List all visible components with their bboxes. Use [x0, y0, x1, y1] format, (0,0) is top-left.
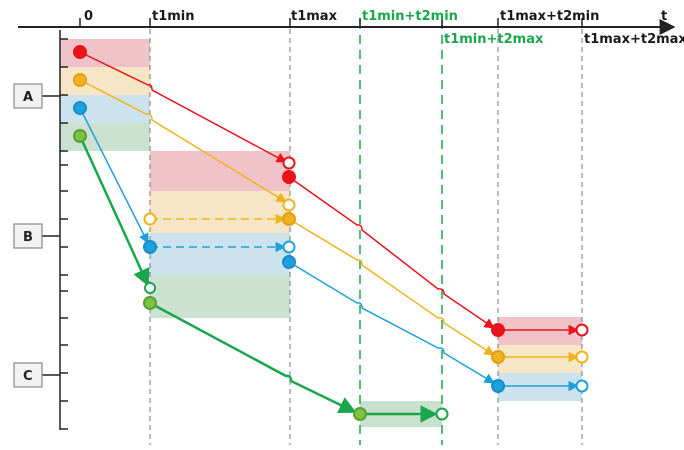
stage-axis: A B C — [13, 30, 68, 430]
shade-bands — [60, 39, 582, 427]
stage-box-c — [13, 362, 43, 388]
band-b-yellow — [150, 191, 290, 233]
green-start-c — [353, 407, 367, 421]
label-t1max-t2max: t1max+t2max — [584, 32, 684, 47]
red-end-b — [282, 156, 296, 170]
yellow-wait-b — [143, 212, 157, 226]
yellow-end-c — [575, 350, 589, 364]
label-t1min-t2max: t1min+t2max — [444, 32, 544, 47]
stage-axis-ticks — [60, 38, 68, 430]
red-start-c — [491, 323, 505, 337]
blue-end-c — [575, 379, 589, 393]
label-t-symbol: t — [661, 9, 667, 24]
label-zero: 0 — [84, 9, 93, 24]
flow-red-b-to-c — [288, 176, 495, 329]
stage-label-b: B — [23, 230, 33, 245]
flow-blue — [79, 107, 580, 392]
band-b-red — [150, 151, 290, 191]
flow-red-a-to-b — [79, 51, 287, 163]
flow-yellow-a-to-b — [79, 79, 287, 203]
red-start-b — [282, 170, 296, 184]
stage-box-b — [13, 223, 43, 249]
flow-blue-a-to-b — [79, 107, 149, 244]
label-t1max: t1max — [291, 9, 338, 24]
flow-red — [79, 51, 580, 336]
guide-lines — [149, 20, 583, 445]
green-end-b — [144, 282, 156, 294]
flow-yellow — [79, 79, 580, 363]
yellow-start-c — [491, 350, 505, 364]
flow-blue-b-to-c — [288, 261, 495, 384]
band-b-green — [150, 275, 290, 318]
band-b-blue — [150, 233, 290, 275]
blue-start-b — [282, 255, 296, 269]
label-t1min-t2min: t1min+t2min — [362, 9, 458, 24]
green-end-c — [435, 407, 449, 421]
band-c-blue — [498, 373, 582, 401]
stage-label-a: A — [23, 90, 33, 105]
label-t1min: t1min — [152, 9, 195, 24]
stage-box-a — [13, 83, 43, 109]
event-markers — [73, 45, 589, 421]
flow-yellow-b-to-c — [288, 218, 495, 356]
band-c-yellow — [498, 345, 582, 373]
blue-wait-b — [143, 240, 157, 254]
blue-start-c — [491, 379, 505, 393]
stage-label-c: C — [23, 369, 33, 384]
blue-start-a — [73, 101, 87, 115]
blue-end-b — [282, 240, 296, 254]
green-start-a — [73, 129, 87, 143]
flow-green-b-to-c — [149, 301, 357, 414]
yellow-start-a — [73, 73, 87, 87]
time-axis: 0 t1min t1max t1min+t2min t1min+t2max t1… — [18, 9, 684, 47]
band-c-red — [498, 317, 582, 345]
flow-green — [78, 135, 438, 423]
label-t1max-t2min: t1max+t2min — [500, 9, 599, 24]
green-start-b — [143, 296, 157, 310]
yellow-end-b — [282, 198, 296, 212]
red-end-c — [575, 323, 589, 337]
yellow-start-b — [282, 212, 296, 226]
flow-green-a-to-b — [78, 135, 150, 287]
red-start-a — [73, 45, 87, 59]
